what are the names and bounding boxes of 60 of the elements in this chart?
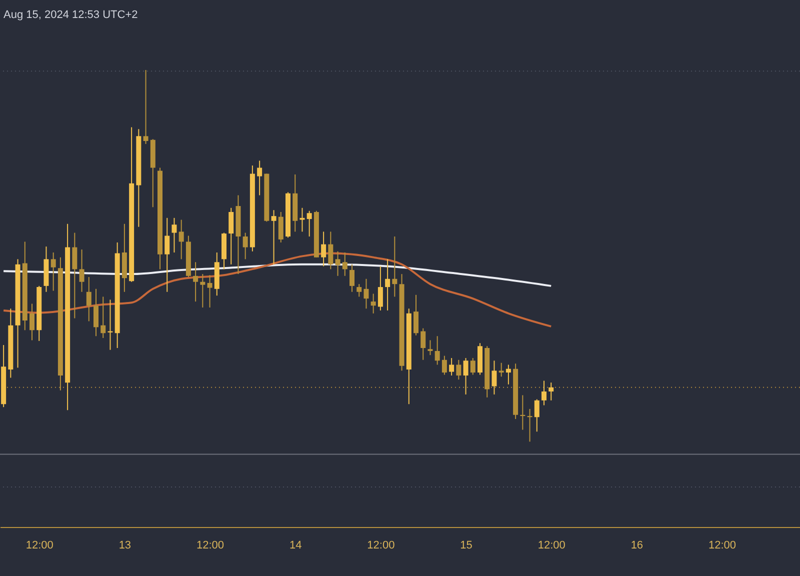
- candlestick: [463, 358, 468, 395]
- candlestick: [534, 398, 540, 432]
- candlestick: [100, 296, 106, 338]
- candlestick: [392, 236, 398, 298]
- x-tick-label: 13: [118, 540, 132, 552]
- candlestick: [242, 232, 248, 260]
- candlestick: [207, 274, 212, 308]
- candlestick: [328, 231, 334, 270]
- candlestick: [378, 266, 383, 311]
- candlestick: [442, 355, 447, 376]
- candlestick: [193, 262, 198, 302]
- candlestick: [257, 160, 262, 196]
- candlestick: [86, 276, 92, 322]
- candlestick: [456, 359, 462, 380]
- candlestick: [342, 252, 348, 276]
- x-tick-label: 15: [460, 540, 472, 552]
- candlestick: [271, 210, 276, 265]
- candlestick: [356, 284, 362, 298]
- candlestick: [434, 336, 440, 366]
- candlestick: [428, 340, 433, 356]
- candlestick: [228, 207, 234, 265]
- candlestick: [449, 358, 454, 376]
- candlestick: [492, 360, 497, 395]
- candlestick: [72, 232, 78, 319]
- x-tick-label: 12:00: [26, 540, 54, 552]
- candlestick: [548, 382, 554, 401]
- candlestick: [50, 252, 56, 292]
- candlestick: [350, 264, 354, 292]
- x-tick-label: 12:00: [196, 540, 224, 552]
- candlestick: [506, 364, 511, 385]
- candlestick: [172, 217, 177, 253]
- candlestick: [385, 258, 390, 311]
- x-tick-label: 12:00: [538, 540, 566, 552]
- candlestick: [108, 299, 113, 350]
- x-tick-label: 12:00: [708, 540, 736, 552]
- candlestick: [30, 303, 34, 341]
- x-tick-label: 14: [289, 540, 302, 552]
- candlestick: [527, 408, 532, 442]
- candlestick: [300, 207, 305, 232]
- candlestick: [420, 328, 426, 360]
- candlestick: [321, 231, 326, 267]
- candlestick: [520, 394, 526, 430]
- candlestick: [200, 274, 206, 308]
- candlestick: [542, 380, 546, 406]
- candlestick: [164, 217, 170, 292]
- candlestick: [178, 219, 184, 260]
- candlestick: [498, 362, 504, 378]
- candlestick: [306, 210, 312, 238]
- candlestick: [414, 294, 418, 336]
- candlestick: [143, 70, 148, 144]
- candlestick: [364, 278, 369, 310]
- candlestick: [79, 249, 84, 292]
- x-tick-label: 12:00: [367, 540, 395, 552]
- x-tick-label: 16: [630, 540, 644, 552]
- candlestick: [470, 358, 476, 376]
- candlestick: [370, 293, 376, 314]
- candlestick: [94, 288, 98, 337]
- candlestick: [278, 211, 284, 243]
- chart-title: Aug 15, 2024 12:53 UTC+2: [4, 9, 138, 21]
- candlestick: [335, 250, 340, 276]
